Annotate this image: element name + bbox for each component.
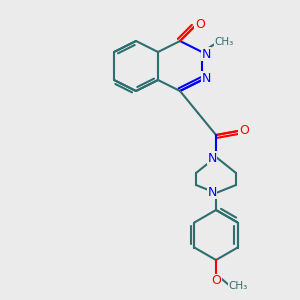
Text: O: O (195, 19, 205, 32)
Text: N: N (201, 71, 211, 85)
Text: N: N (201, 47, 211, 61)
Text: O: O (239, 124, 249, 137)
Text: O: O (211, 274, 221, 287)
Text: CH₃: CH₃ (214, 37, 234, 47)
Text: N: N (207, 152, 217, 164)
Text: CH₃: CH₃ (228, 281, 248, 291)
Text: N: N (207, 185, 217, 199)
